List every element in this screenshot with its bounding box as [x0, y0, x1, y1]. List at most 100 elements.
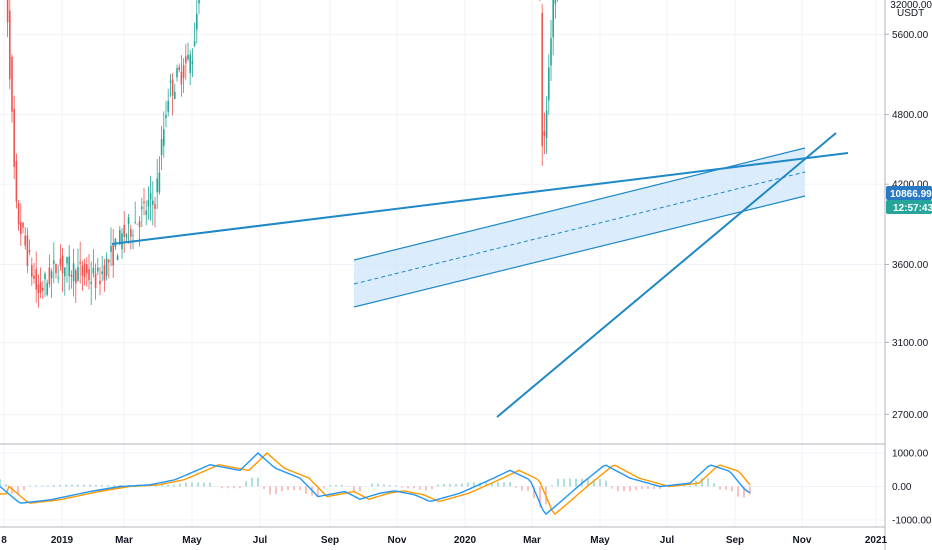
histogram-bar: [293, 486, 295, 491]
histogram-bar: [449, 483, 451, 487]
candle-body: [182, 65, 185, 78]
price-tick-label: 5600.00: [892, 30, 929, 41]
price-axis[interactable]: 32000.00 USDT 28000.0024000.0020000.0017…: [885, 0, 932, 421]
countdown-badge-bg: [886, 200, 932, 214]
histogram-bar: [227, 486, 229, 489]
candle-body: [167, 100, 169, 112]
candle-body: [90, 281, 92, 284]
histogram-bar: [719, 486, 721, 490]
macd-tick-label: 1000.00: [892, 449, 929, 460]
candle-body: [552, 0, 554, 38]
histogram-bar: [413, 486, 415, 489]
channel-lower-line[interactable]: [353, 195, 806, 308]
candle-body: [154, 204, 156, 209]
candle-body: [130, 229, 132, 237]
histogram-bar: [701, 478, 703, 487]
long-resistance-line[interactable]: [111, 152, 849, 245]
candle-body: [92, 267, 95, 274]
histogram-bar: [737, 486, 739, 497]
histogram-bar: [53, 485, 55, 487]
histogram-bar: [197, 482, 199, 487]
histogram-bar: [377, 483, 379, 487]
candle-body: [13, 108, 15, 167]
candle-body: [127, 217, 130, 225]
candle-body: [6, 0, 9, 23]
candle-body: [39, 282, 42, 293]
histogram-bar: [101, 484, 103, 487]
candle-body: [163, 129, 165, 146]
candle-body: [198, 0, 200, 4]
candle-body: [99, 280, 101, 285]
histogram-bar: [731, 486, 733, 492]
histogram-bar: [539, 486, 541, 508]
histogram-bar: [11, 486, 13, 495]
candles: [6, 0, 558, 308]
time-tick-label: Sep: [726, 535, 744, 546]
histogram-bar: [707, 478, 709, 487]
histogram-bar: [569, 478, 571, 487]
histogram-bar: [245, 481, 247, 487]
histogram-bar: [635, 486, 637, 490]
candle-body: [103, 265, 106, 281]
candle-body: [48, 267, 51, 285]
channel-median-line[interactable]: [353, 171, 806, 285]
candle-body: [160, 139, 163, 156]
histogram-bar: [515, 486, 517, 488]
histogram-bar: [341, 484, 343, 487]
trend-lines[interactable]: [111, 132, 849, 418]
candle-body: [185, 56, 187, 64]
macd-tick-label: 0.00: [892, 482, 912, 493]
support-line[interactable]: [496, 132, 837, 418]
candle-body: [147, 199, 150, 207]
candle-body: [35, 269, 37, 290]
histogram-bar: [77, 484, 79, 487]
candle-body: [9, 10, 11, 80]
histogram-bar: [41, 485, 43, 487]
histogram-bar: [641, 486, 643, 490]
histogram-bar: [329, 484, 331, 487]
histogram-bar: [473, 482, 475, 487]
histogram-bar: [401, 486, 403, 488]
candle-body: [88, 269, 90, 281]
candle-body: [37, 284, 40, 293]
countdown-badge: 12:57:43: [886, 200, 932, 214]
candle-body: [22, 222, 24, 228]
histogram-bar: [713, 483, 715, 487]
histogram-bar: [587, 479, 589, 487]
histogram-bar: [305, 486, 307, 494]
candle-body: [59, 258, 62, 266]
histogram-bar: [83, 484, 85, 487]
candle-body: [75, 270, 77, 284]
histogram-bar: [605, 480, 607, 487]
candle-body: [543, 131, 546, 136]
macd-pane: [0, 452, 885, 521]
candle-body: [46, 282, 48, 295]
histogram-bar: [725, 486, 727, 490]
histogram-bar: [95, 484, 97, 487]
candle-body: [108, 259, 110, 263]
candle-body: [53, 260, 55, 264]
candle-body: [193, 41, 196, 46]
candle-body: [33, 275, 35, 279]
histogram-bar: [239, 486, 241, 489]
histogram-bar: [47, 485, 49, 487]
time-tick-label: Mar: [115, 535, 133, 546]
histogram-bar: [275, 486, 277, 494]
histogram-bar: [335, 484, 337, 487]
histogram-bar: [29, 485, 31, 487]
histogram-bar: [173, 484, 175, 487]
candle-body: [169, 80, 172, 83]
histogram-bar: [437, 484, 439, 487]
candle-body: [110, 245, 112, 253]
candle-body: [550, 38, 552, 66]
candle-body: [57, 277, 59, 279]
time-axis[interactable]: 8 2019 Mar May Jul Sep Nov 2020 Mar May Jul Sep Nov 2…: [1, 535, 887, 546]
histogram-bar: [407, 486, 409, 489]
candle-body: [28, 250, 31, 252]
candle-body: [83, 263, 86, 278]
candle-body: [196, 13, 198, 30]
indicator-axis[interactable]: 1000.00 0.00 -1000.00: [892, 449, 932, 527]
candle-body: [176, 68, 178, 78]
histogram-bar: [221, 486, 223, 489]
